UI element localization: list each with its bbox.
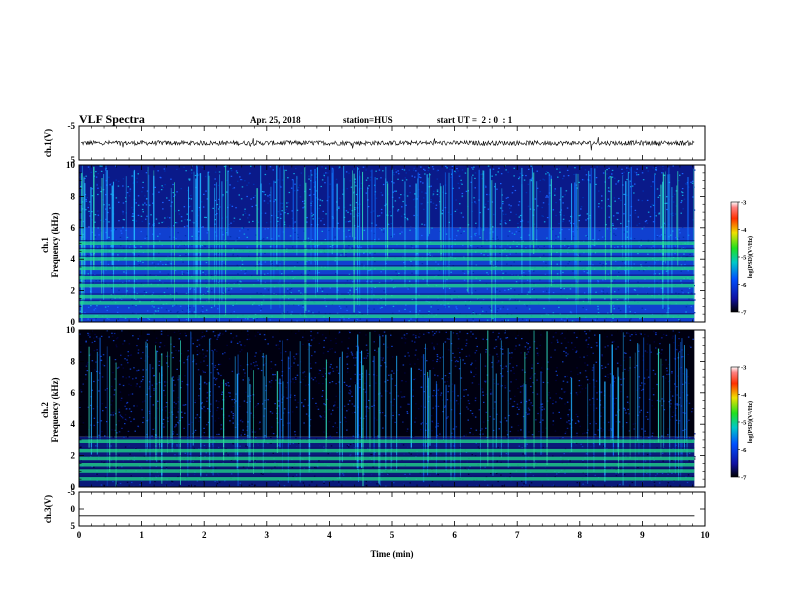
y-tick-label-3-2: -5 [68, 487, 76, 497]
spectral-band-2-1 [79, 469, 695, 473]
colorbar-tick-2-4: -7 [741, 475, 747, 482]
y-tick-label-3-1: 0 [71, 504, 76, 514]
spectral-band-2-5 [79, 439, 695, 443]
ch1-frequency-ylabel: Frequency (kHz) [50, 212, 60, 277]
x-tick-label-3: 3 [265, 530, 270, 540]
spectral-band-1-2 [79, 294, 695, 299]
colorbar-tick-2-3: -6 [741, 447, 747, 454]
colorbar-tick-1-4: -7 [741, 310, 747, 317]
x-tick-label-5: 5 [390, 530, 395, 540]
y-tick-label-2-1: 2 [71, 451, 76, 461]
x-tick-label-4: 4 [327, 530, 332, 540]
spectral-band-1-8 [79, 241, 695, 245]
y-tick-label-1-1: 2 [71, 286, 76, 296]
x-tick-label-10: 10 [701, 530, 711, 540]
spectral-band-1-4 [79, 276, 695, 280]
x-tick-label-7: 7 [515, 530, 520, 540]
time-xlabel: Time (min) [370, 549, 413, 559]
x-tick-label-8: 8 [578, 530, 583, 540]
y-tick-label-0-1: -5 [68, 121, 76, 131]
ch3-voltage-ylabel: ch.3(V) [43, 495, 53, 523]
figure-title: VLF Spectra [79, 112, 145, 126]
ch1-spectrogram-panel: 0 2 4 6 8 10 [66, 160, 706, 327]
ch1-colorbar: -3 -4 -5 -6 -7 log(PSD)(V²/Hz) [730, 200, 754, 317]
x-tick-label-6: 6 [452, 530, 457, 540]
y-tick-label-1-2: 4 [71, 254, 76, 264]
colorbar-tick-2-1: -4 [741, 392, 747, 399]
colorbar-tick-2-2: -5 [741, 420, 747, 427]
date-label: Apr. 25, 2018 [250, 115, 301, 125]
spectral-band-1-7 [79, 249, 695, 253]
spectral-band-1-5 [79, 266, 695, 271]
ch1-voltage-ylabel: ch.1(V) [43, 129, 53, 157]
spectral-band-1-0 [79, 314, 695, 318]
y-tick-label-1-3: 6 [71, 223, 76, 233]
spectral-band-2-3 [79, 456, 695, 461]
ch2-channel-ylabel: ch.2 [40, 402, 50, 418]
colorbar-tick-1-1: -4 [741, 227, 747, 234]
colorbar-tick-1-0: -3 [741, 200, 747, 207]
spectral-band-2-2 [79, 463, 695, 467]
y-tick-label-2-3: 6 [71, 388, 76, 398]
ch1-waveform-trace [80, 137, 695, 151]
station-label: station=HUS [343, 115, 393, 125]
x-tick-label-1: 1 [139, 530, 144, 540]
ch2-frequency-ylabel: Frequency (kHz) [50, 377, 60, 442]
ch1-waveform-panel: 5 -5 [68, 121, 706, 165]
ch1-channel-ylabel: ch.1 [40, 237, 50, 253]
ch2-spectrogram-panel: 0 2 4 6 8 10 [66, 325, 706, 492]
colorbar-tick-1-3: -6 [741, 282, 747, 289]
colorbar-tick-2-0: -3 [741, 365, 747, 372]
colorbar-label-1: log(PSD)(V²/Hz) [747, 236, 754, 278]
start-time-label: start UT = 2 : 0 : 1 [437, 115, 513, 125]
y-tick-label-1-0: 0 [71, 317, 76, 327]
y-tick-label-2-0: 0 [71, 482, 76, 492]
x-tick-label-0: 0 [77, 530, 82, 540]
spectral-band-1-3 [79, 283, 695, 288]
x-tick-label-2: 2 [202, 530, 207, 540]
spectral-band-2-4 [79, 448, 695, 453]
spectral-band-1-6 [79, 257, 695, 261]
y-tick-label-3-0: 5 [71, 521, 76, 531]
x-tick-label-9: 9 [640, 530, 645, 540]
colorbar-label-2: log(PSD)(V²/Hz) [747, 401, 754, 443]
spectral-band-2-0 [79, 477, 695, 481]
y-tick-label-1-5: 10 [66, 160, 76, 170]
y-tick-label-0-0: 5 [71, 155, 76, 165]
y-tick-label-2-5: 10 [66, 325, 76, 335]
y-tick-label-2-2: 4 [71, 419, 76, 429]
y-tick-label-1-4: 8 [71, 191, 76, 201]
colorbar-tick-1-2: -5 [741, 255, 747, 262]
spectral-band-1-1 [79, 301, 695, 305]
ch2-colorbar: -3 -4 -5 -6 -7 log(PSD)(V²/Hz) [730, 365, 754, 482]
y-tick-label-2-4: 8 [71, 356, 76, 366]
